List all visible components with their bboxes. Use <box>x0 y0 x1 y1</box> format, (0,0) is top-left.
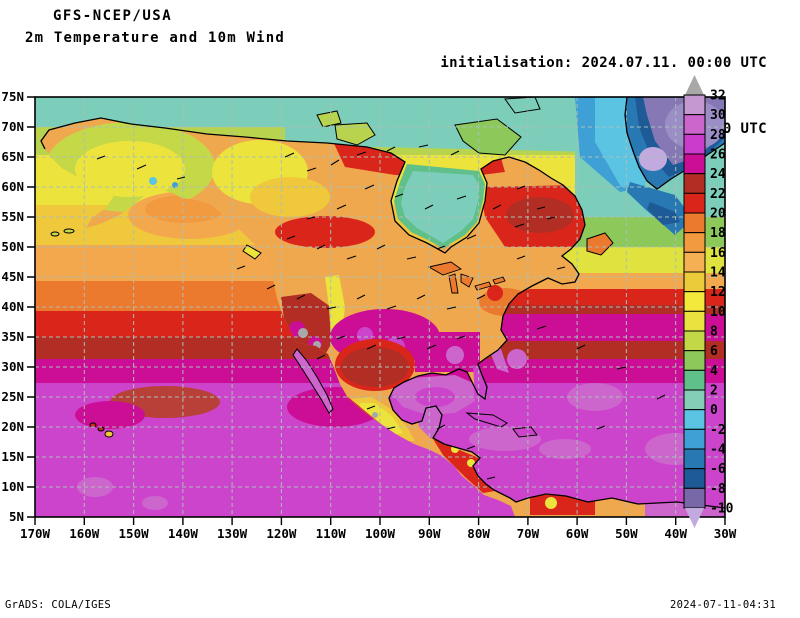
field-title: 2m Temperature and 10m Wind <box>25 30 285 46</box>
colorbar-tick-label: -6 <box>710 462 726 477</box>
colorbar-segment <box>683 369 706 391</box>
colorbar-segments <box>683 94 706 509</box>
x-axis-labels: 170W 160W 150W 140W 130W 120W 110W 100W … <box>20 526 737 541</box>
colorbar-segment <box>683 330 706 352</box>
y-axis-label: 55N <box>1 209 24 224</box>
y-axis-label: 70N <box>1 119 24 134</box>
y-axis-label: 35N <box>1 329 24 344</box>
islands <box>50 96 614 438</box>
colorbar-tick-label: 22 <box>710 187 726 202</box>
colorbar-segment <box>683 487 706 509</box>
colorbar-tick-label: 24 <box>710 167 726 182</box>
initialisation-text: initialisation: 2024.07.11. 00:00 UTC <box>440 55 767 71</box>
colorbar-segment <box>683 212 706 234</box>
colorbar-tick-labels: 32 30 28 26 24 22 20 18 16 14 12 10 8 6 … <box>710 89 734 517</box>
colorbar-tick-label: 30 <box>710 108 726 123</box>
colorbar-segment <box>683 114 706 135</box>
x-axis-label: 50W <box>615 526 638 541</box>
colorbar-tick-label: 26 <box>710 148 726 163</box>
colorbar-tick-label: -8 <box>710 482 726 497</box>
colorbar-tick-label: 2 <box>710 384 718 399</box>
colorbar-segment <box>683 428 706 450</box>
x-axis-label: 170W <box>20 526 51 541</box>
colorbar-segment <box>683 409 706 430</box>
colorbar-tick-label: 6 <box>710 344 718 359</box>
x-axis-label: 60W <box>566 526 589 541</box>
y-axis-label: 50N <box>1 239 24 254</box>
y-axis-label: 30N <box>1 359 24 374</box>
colorbar-segment <box>683 448 706 470</box>
axis-ticks <box>27 96 726 525</box>
x-axis-label: 130W <box>217 526 248 541</box>
colorbar-tick-label: 32 <box>710 89 726 104</box>
colorbar-segment <box>683 251 706 273</box>
colorbar-segment <box>683 192 706 214</box>
colorbar-tick-label: -2 <box>710 423 726 438</box>
y-axis-label: 20N <box>1 419 24 434</box>
y-axis-label: 65N <box>1 149 24 164</box>
y-axis-label: 60N <box>1 179 24 194</box>
colorbar-tick-label: 14 <box>710 266 726 281</box>
colorbar-tick-label: 16 <box>710 246 726 261</box>
colorbar-tick-label: 20 <box>710 207 726 222</box>
y-axis-label: 75N <box>1 89 24 104</box>
x-axis-label: 80W <box>467 526 490 541</box>
model-title: GFS-NCEP/USA <box>53 8 173 24</box>
x-axis-label: 110W <box>316 526 347 541</box>
colorbar-segment <box>683 310 706 332</box>
colorbar-segment <box>683 94 706 116</box>
colorbar-segment <box>683 133 706 155</box>
y-axis-label: 10N <box>1 479 24 494</box>
x-axis-label: 100W <box>365 526 396 541</box>
x-axis-label: 30W <box>714 526 737 541</box>
x-axis-label: 70W <box>517 526 540 541</box>
y-axis-label: 15N <box>1 449 24 464</box>
y-axis-label: 40N <box>1 299 24 314</box>
wind-barbs <box>96 144 666 480</box>
x-axis-label: 140W <box>168 526 199 541</box>
colorbar-arrow-top <box>685 75 704 95</box>
colorbar-tick-label: 18 <box>710 226 726 241</box>
x-axis-label: 40W <box>664 526 687 541</box>
y-axis-label: 45N <box>1 269 24 284</box>
colorbar-segment <box>683 232 706 253</box>
x-axis-label: 120W <box>266 526 297 541</box>
colorbar-segment <box>683 291 706 312</box>
colorbar-tick-label: 4 <box>710 364 718 379</box>
colorbar-tick-label: 28 <box>710 128 726 143</box>
colorbar-segment <box>683 173 706 194</box>
timestamp: 2024-07-11-04:31 <box>670 599 776 611</box>
colorbar-tick-label: 0 <box>710 403 718 418</box>
hudson-bay <box>394 164 485 249</box>
y-axis-labels: 75N 70N 65N 60N 55N 50N 45N 40N 35N 30N … <box>1 89 24 524</box>
y-axis-label: 25N <box>1 389 24 404</box>
colorbar-segment <box>683 389 706 411</box>
colorbar-tick-label: 12 <box>710 285 726 300</box>
colorbar: 32 30 28 26 24 22 20 18 16 14 12 10 8 6 … <box>683 75 734 528</box>
temperature-map: 75N 70N 65N 60N 55N 50N 45N 40N 35N 30N … <box>1 89 736 541</box>
grads-credit: GrADS: COLA/IGES <box>5 599 111 611</box>
colorbar-tick-label: 8 <box>710 325 718 340</box>
colorbar-tick-label: 10 <box>710 305 726 320</box>
colorbar-segment <box>683 271 706 293</box>
colorbar-segment <box>683 153 706 175</box>
x-axis-label: 150W <box>119 526 150 541</box>
colorbar-segment <box>683 468 706 489</box>
x-axis-label: 160W <box>69 526 100 541</box>
y-axis-label: 5N <box>9 509 24 524</box>
colorbar-arrow-bottom <box>685 508 704 528</box>
colorbar-tick-label: -10 <box>710 502 734 517</box>
colorbar-segment <box>683 350 706 371</box>
colorbar-tick-label: -4 <box>710 443 726 458</box>
x-axis-label: 90W <box>418 526 441 541</box>
